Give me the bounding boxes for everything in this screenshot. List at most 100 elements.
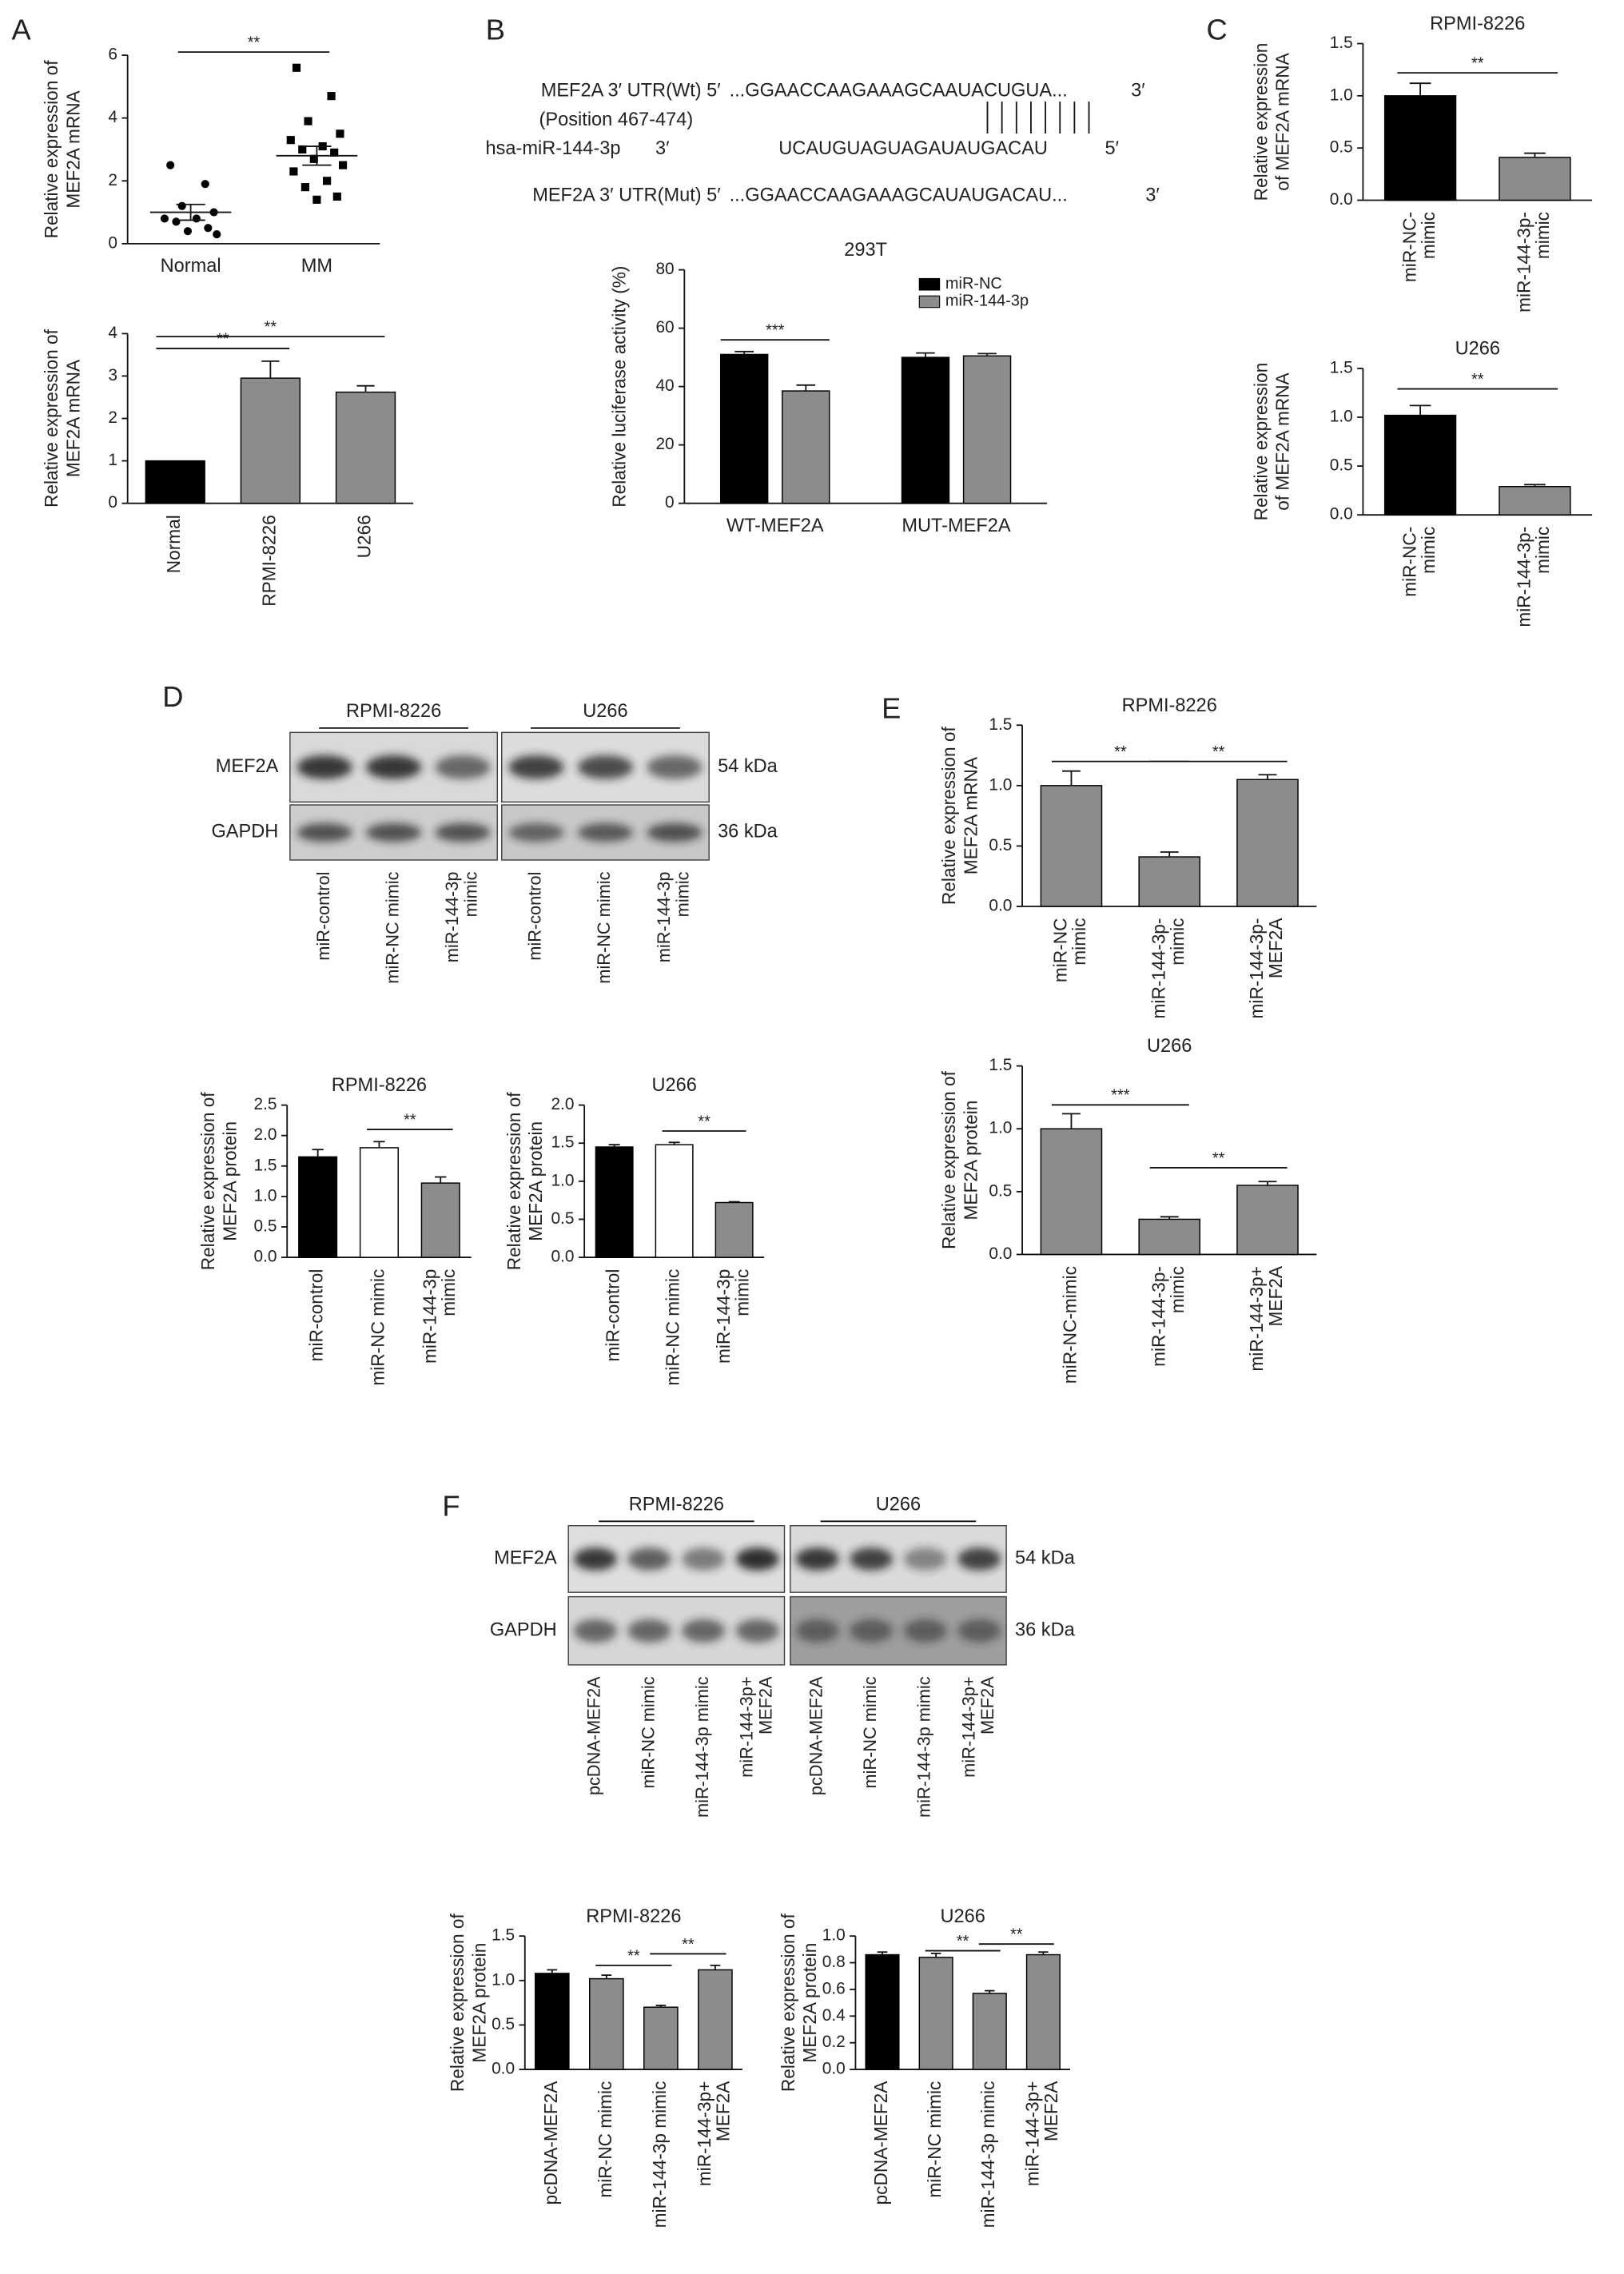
y-axis-label: MEF2A mRNA — [62, 359, 83, 477]
y-tick-label: 2.5 — [254, 1095, 277, 1113]
blot-group-label: RPMI-8226 — [346, 700, 441, 721]
blot-lane-label: miR-NC mimic — [382, 871, 402, 983]
y-axis-label: MEF2A protein — [219, 1121, 240, 1241]
significance-label: ** — [404, 1111, 416, 1129]
data-point — [177, 201, 186, 210]
data-point — [292, 63, 301, 72]
blot-band — [735, 1619, 779, 1643]
y-tick-label: 1.0 — [989, 775, 1012, 794]
alignment-text: UCAUGUAGUAGAUAUGACAU — [778, 137, 1048, 158]
x-tick-label: pcDNA-MEF2A — [540, 2081, 561, 2205]
y-tick-label: 3 — [108, 366, 117, 384]
chart-title: U266 — [651, 1074, 696, 1095]
data-point — [312, 195, 321, 204]
y-axis-label: Relative expression of — [778, 1913, 798, 2092]
bar — [1499, 157, 1571, 201]
blot-lane-label: MEF2A — [977, 1676, 997, 1734]
significance-label: ** — [1114, 743, 1127, 761]
significance-label: ** — [1010, 1926, 1023, 1944]
bar — [865, 1953, 900, 2070]
x-tick-label: miR-144-3p mimic — [649, 2081, 670, 2228]
blot-lane-label: MEF2A — [755, 1676, 775, 1734]
panel-letter: F — [442, 1490, 460, 1523]
chart-title: RPMI-8226 — [1430, 13, 1525, 34]
y-axis-label: Relative expression of — [41, 329, 62, 508]
y-tick-label: 1.0 — [1330, 408, 1353, 426]
alignment-text: 3′ — [1131, 80, 1145, 101]
x-tick-label: miR-NC mimic — [663, 1269, 683, 1386]
x-tick-label: miR-control — [603, 1269, 623, 1362]
blot-band — [508, 822, 564, 842]
y-tick-label: 4 — [108, 324, 117, 342]
y-tick-label: 0.6 — [822, 1979, 846, 1997]
alignment-text: 3′ — [655, 137, 670, 158]
y-axis-label: Relative expression of — [504, 1092, 524, 1271]
y-tick-label: 1.5 — [492, 1926, 515, 1945]
y-tick-label: 0 — [108, 493, 117, 512]
data-point — [166, 161, 175, 169]
y-tick-label: 0.2 — [822, 2033, 846, 2051]
significance-label: *** — [766, 322, 785, 340]
y-tick-label: 0.5 — [1330, 456, 1353, 475]
blot-band — [573, 1619, 618, 1643]
significance-label: ** — [698, 1113, 710, 1130]
x-tick-label: mimic — [1167, 918, 1188, 966]
blot-band — [647, 822, 703, 842]
blot-lane-label: miR-144-3p mimic — [914, 1676, 933, 1818]
bar — [1383, 414, 1457, 516]
x-tick-label: miR-144-3p+ — [694, 2081, 714, 2187]
x-tick-label: MM — [301, 255, 332, 276]
significance-label: ** — [1212, 1149, 1225, 1167]
blot-lane-label: miR-144-3p — [654, 871, 674, 962]
blot-lane-label: miR-control — [313, 871, 333, 960]
y-tick-label: 4 — [108, 108, 117, 126]
bar — [1138, 856, 1201, 907]
panel-letter: E — [882, 692, 901, 725]
x-tick-label: mimic — [1532, 527, 1553, 574]
y-tick-label: 0.0 — [989, 1245, 1012, 1263]
x-tick-label: pcDNA-MEF2A — [870, 2081, 891, 2205]
blot-band — [435, 822, 491, 842]
bar — [420, 1182, 460, 1258]
alignment-text: 5′ — [1105, 137, 1119, 158]
blot-band — [577, 822, 634, 842]
y-axis-label: Relative expression of — [447, 1913, 468, 2092]
y-tick-label: 20 — [655, 435, 674, 453]
x-tick-label: MEF2A — [1265, 918, 1286, 978]
data-point — [213, 230, 221, 239]
blot-lane-label: miR-NC mimic — [860, 1676, 880, 1788]
significance-label: *** — [1111, 1087, 1130, 1105]
y-axis-label: Relative expression of — [41, 60, 62, 239]
blot-band — [627, 1547, 671, 1571]
significance-label: ** — [248, 34, 261, 51]
x-tick-label: mimic — [1069, 918, 1089, 966]
blot-band — [682, 1547, 726, 1571]
data-point — [286, 136, 295, 145]
significance-label: ** — [1471, 371, 1484, 388]
blot-lane-label: pcDNA-MEF2A — [584, 1676, 604, 1795]
blot-lane-label: miR-144-3p+ — [737, 1676, 757, 1777]
y-tick-label: 0 — [108, 233, 117, 252]
y-tick-label: 0.5 — [492, 2015, 515, 2033]
data-point — [172, 217, 181, 226]
y-tick-label: 1.5 — [254, 1156, 277, 1174]
blot-band — [435, 755, 491, 779]
y-tick-label: 0 — [665, 493, 675, 512]
x-tick-label: miR-NC- — [1399, 212, 1419, 282]
y-axis-label: MEF2A protein — [525, 1121, 546, 1241]
bar — [1236, 779, 1299, 907]
bar — [782, 390, 830, 504]
blot-size-label: 36 kDa — [1015, 1619, 1076, 1639]
x-tick-label: miR-144-3p- — [1246, 918, 1267, 1019]
data-point — [192, 214, 201, 223]
bar — [643, 2006, 679, 2070]
y-tick-label: 2 — [108, 408, 117, 427]
blot-band — [957, 1619, 1001, 1643]
y-tick-label: 0.5 — [989, 836, 1012, 854]
x-tick-label: miR-144-3p mimic — [977, 2081, 998, 2228]
significance-label: ** — [957, 1933, 969, 1950]
bar — [698, 1969, 733, 2070]
y-tick-label: 1.5 — [989, 715, 1012, 734]
blot-lane-label: mimic — [672, 871, 692, 917]
chart-title: U266 — [1455, 338, 1500, 359]
